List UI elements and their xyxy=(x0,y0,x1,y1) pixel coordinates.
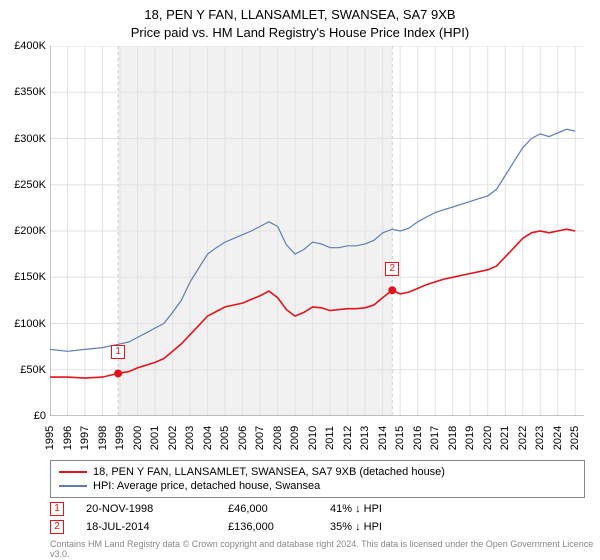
x-tick-label: 1998 xyxy=(97,426,109,450)
transactions-table: 1 20-NOV-1998 £46,000 41% ↓ HPI 2 18-JUL-2014… xyxy=(50,500,420,536)
x-tick-label: 2001 xyxy=(149,426,161,450)
chart-container: 18, PEN Y FAN, LLANSAMLET, SWANSEA, SA7 … xyxy=(0,0,600,560)
transaction-marker: 2 xyxy=(50,520,64,534)
transaction-marker: 1 xyxy=(50,502,64,516)
legend-label-property: 18, PEN Y FAN, LLANSAMLET, SWANSEA, SA7 … xyxy=(93,466,445,478)
x-axis-labels: 1995199619971998199920002001200220032004… xyxy=(50,418,584,458)
x-tick-label: 2006 xyxy=(237,426,249,450)
x-tick-label: 1995 xyxy=(44,426,56,450)
legend-label-hpi: HPI: Average price, detached house, Swan… xyxy=(93,480,320,492)
x-tick-label: 1997 xyxy=(79,426,91,450)
title-line-2: Price paid vs. HM Land Registry's House … xyxy=(0,24,600,42)
x-tick-label: 2020 xyxy=(482,426,494,450)
x-tick-label: 2009 xyxy=(289,426,301,450)
chart-plot-area: 12 xyxy=(50,46,584,416)
x-tick-label: 2017 xyxy=(429,426,441,450)
x-tick-label: 2007 xyxy=(254,426,266,450)
attribution-text: Contains HM Land Registry data © Crown c… xyxy=(50,540,600,560)
y-tick-label: £0 xyxy=(34,410,46,422)
x-tick-label: 1999 xyxy=(114,426,126,450)
title-line-1: 18, PEN Y FAN, LLANSAMLET, SWANSEA, SA7 … xyxy=(0,6,600,24)
x-tick-label: 2010 xyxy=(307,426,319,450)
y-tick-label: £400K xyxy=(14,40,46,52)
x-tick-label: 2003 xyxy=(184,426,196,450)
transaction-pct: 35% ↓ HPI xyxy=(330,521,420,533)
x-tick-label: 2024 xyxy=(552,426,564,450)
transaction-pct: 41% ↓ HPI xyxy=(330,503,420,515)
chart-marker-2: 2 xyxy=(385,262,399,276)
x-tick-label: 2011 xyxy=(324,426,336,450)
x-tick-label: 2008 xyxy=(272,426,284,450)
transaction-date: 20-NOV-1998 xyxy=(86,503,206,515)
y-tick-label: £350K xyxy=(14,86,46,98)
x-tick-label: 2021 xyxy=(499,426,511,450)
transaction-price: £136,000 xyxy=(228,521,308,533)
legend-box: 18, PEN Y FAN, LLANSAMLET, SWANSEA, SA7 … xyxy=(50,460,585,498)
y-axis-labels: £0£50K£100K£150K£200K£250K£300K£350K£400… xyxy=(0,46,48,416)
x-tick-label: 2014 xyxy=(377,426,389,450)
x-tick-label: 2025 xyxy=(569,426,581,450)
transaction-date: 18-JUL-2014 xyxy=(86,521,206,533)
x-tick-label: 2005 xyxy=(219,426,231,450)
x-tick-label: 2000 xyxy=(132,426,144,450)
x-tick-label: 2013 xyxy=(359,426,371,450)
transaction-row: 2 18-JUL-2014 £136,000 35% ↓ HPI xyxy=(50,518,420,536)
x-tick-label: 2019 xyxy=(464,426,476,450)
x-tick-label: 2002 xyxy=(167,426,179,450)
chart-svg xyxy=(50,46,584,416)
x-tick-label: 2004 xyxy=(202,426,214,450)
x-tick-label: 2022 xyxy=(517,426,529,450)
chart-title: 18, PEN Y FAN, LLANSAMLET, SWANSEA, SA7 … xyxy=(0,0,600,41)
y-tick-label: £50K xyxy=(20,364,46,376)
y-tick-label: £250K xyxy=(14,179,46,191)
x-tick-label: 2015 xyxy=(394,426,406,450)
y-tick-label: £300K xyxy=(14,133,46,145)
y-tick-label: £200K xyxy=(14,225,46,237)
transaction-row: 1 20-NOV-1998 £46,000 41% ↓ HPI xyxy=(50,500,420,518)
x-tick-label: 2016 xyxy=(412,426,424,450)
legend-row-hpi: HPI: Average price, detached house, Swan… xyxy=(59,479,576,493)
y-tick-label: £100K xyxy=(14,318,46,330)
x-tick-label: 1996 xyxy=(62,426,74,450)
transaction-price: £46,000 xyxy=(228,503,308,515)
chart-marker-1: 1 xyxy=(111,345,125,359)
y-tick-label: £150K xyxy=(14,271,46,283)
x-tick-label: 2018 xyxy=(447,426,459,450)
legend-row-property: 18, PEN Y FAN, LLANSAMLET, SWANSEA, SA7 … xyxy=(59,465,576,479)
x-tick-label: 2012 xyxy=(342,426,354,450)
legend-swatch-property xyxy=(59,471,87,473)
x-tick-label: 2023 xyxy=(534,426,546,450)
legend-swatch-hpi xyxy=(59,485,87,487)
